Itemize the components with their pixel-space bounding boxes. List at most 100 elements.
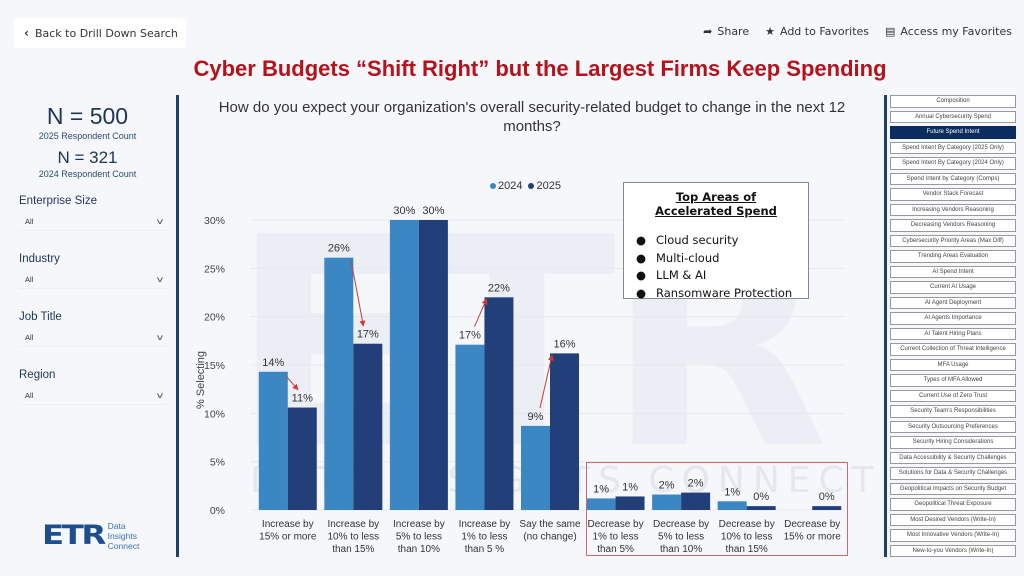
- data-label-2024: 9%: [528, 411, 544, 423]
- chevron-down-icon: ∨: [155, 391, 165, 400]
- legend-item-2024[interactable]: 2024: [490, 180, 522, 192]
- bar-2025: [418, 220, 448, 510]
- filter-label: Industry: [19, 253, 60, 265]
- legend-label: 2024: [498, 180, 523, 192]
- respondent-count-2025: N = 500: [46, 103, 129, 129]
- nav-item-security-outsourcing-preferences[interactable]: Security Outsourcing Preferences: [890, 420, 1016, 433]
- nav-item-ai-agent-deployment[interactable]: AI Agent Deployment: [890, 296, 1016, 309]
- y-tick-label: 0%: [210, 505, 225, 517]
- chevron-down-icon: ∨: [155, 333, 165, 342]
- nav-item-annual-cybersecurity-spend[interactable]: Annual Cybersecurity Spend: [890, 110, 1016, 123]
- nav-item-spend-intent-by-category-2025-only[interactable]: Spend Intent By Category (2025 Only): [890, 141, 1016, 154]
- x-tick-label: than 5%: [597, 544, 634, 555]
- filter-enterprise-size: Enterprise Size All ∨: [19, 195, 167, 231]
- x-tick-label: 10% to less: [721, 532, 773, 543]
- nav-item-spend-intent-by-category-2024-only[interactable]: Spend Intent By Category (2024 Only): [890, 157, 1016, 170]
- respondent-count-2025-label: 2025 Respondent Count: [38, 131, 137, 141]
- y-tick-label: 30%: [204, 215, 225, 227]
- callout-item-text: Multi-cloud: [656, 250, 720, 265]
- bar-2024: [324, 257, 354, 510]
- nav-item-increasing-vendors-reasoning[interactable]: Increasing Vendors Reasoning: [890, 203, 1016, 216]
- tagline-line: Connect: [107, 540, 140, 551]
- chevron-down-icon: ∨: [155, 217, 165, 226]
- bar-2025: [746, 506, 776, 510]
- bar-2024: [521, 425, 550, 510]
- data-label-2024: 14%: [262, 357, 284, 369]
- y-tick-label: 15%: [204, 360, 225, 372]
- x-tick-label: 1% to less: [461, 532, 507, 543]
- job-title-dropdown[interactable]: All ∨: [19, 329, 167, 347]
- x-tick-label: than 10%: [398, 544, 440, 555]
- callout-item-text: Ransomware Protection: [656, 285, 793, 300]
- nav-item-current-ai-usage[interactable]: Current AI Usage: [890, 281, 1016, 294]
- nav-item-solutions-for-data-security-challenges[interactable]: Solutions for Data & Security Challenges: [890, 467, 1016, 480]
- filter-region: Region All ∨: [19, 369, 167, 405]
- legend-item-2025[interactable]: 2025: [528, 180, 561, 192]
- nav-item-future-spend-intent[interactable]: Future Spend Intent: [890, 126, 1016, 139]
- x-tick-label: 1% to less: [592, 532, 638, 543]
- legend-dot-icon: [528, 183, 535, 190]
- data-label-2025: 0%: [819, 491, 835, 503]
- page-title: Cyber Budgets “Shift Right” but the Larg…: [193, 56, 887, 81]
- bar-2025: [615, 496, 645, 510]
- share-button[interactable]: ➦ Share: [703, 25, 749, 38]
- nav-item-ai-talent-hiring-plans[interactable]: AI Talent Hiring Plans: [890, 327, 1016, 340]
- x-tick-label: 15% or more: [259, 532, 317, 543]
- nav-item-mfa-usage[interactable]: MFA Usage: [890, 358, 1016, 371]
- filter-panel: N = 500 2025 Respondent Count N = 321 20…: [0, 95, 175, 405]
- respondent-count-2024: N = 321: [57, 148, 118, 167]
- bar-2025: [484, 297, 514, 510]
- nav-item-decreasing-vendors-reasoning[interactable]: Decreasing Vendors Reasoning: [890, 219, 1016, 232]
- nav-item-spend-intent-by-category-comps[interactable]: Spend Intent by Category (Comps): [890, 172, 1016, 185]
- nav-item-composition[interactable]: Composition: [890, 95, 1016, 108]
- nav-item-types-of-mfa-allowed[interactable]: Types of MFA Allowed: [890, 374, 1016, 387]
- data-label-2024: 1%: [724, 486, 740, 498]
- access-favorites-button[interactable]: ▤ Access my Favorites: [885, 25, 1012, 38]
- data-label-2025: 17%: [357, 329, 379, 341]
- chart-question: How do you expect your organization's ov…: [218, 99, 846, 135]
- nav-item-ai-agents-importance[interactable]: AI Agents Importance: [890, 312, 1016, 325]
- star-icon: ★: [765, 25, 775, 38]
- tagline-line: Insights: [107, 530, 137, 541]
- chevron-left-icon: ‹: [24, 26, 29, 40]
- back-to-drill-down-button[interactable]: ‹ Back to Drill Down Search: [14, 18, 186, 48]
- nav-item-geopolitical-threat-exposure[interactable]: Geopolitical Threat Exposure: [890, 498, 1016, 511]
- x-tick-label: Increase by: [327, 519, 379, 530]
- callout-item: ● Cloud security: [636, 232, 796, 250]
- industry-dropdown[interactable]: All ∨: [19, 271, 167, 289]
- region-dropdown[interactable]: All ∨: [19, 387, 167, 405]
- nav-item-cybersecurity-priority-areas-max-diff[interactable]: Cybersecurity Priority Areas (Max Diff): [890, 234, 1016, 247]
- enterprise-size-dropdown[interactable]: All ∨: [19, 213, 167, 231]
- respondent-count-2024-label: 2024 Respondent Count: [38, 169, 137, 179]
- add-to-favorites-button[interactable]: ★ Add to Favorites: [765, 25, 869, 38]
- nav-item-geopolitical-impacts-on-security-budget[interactable]: Geopolitical Impacts on Security Budget: [890, 482, 1016, 495]
- nav-item-new-to-you-vendors-write-in[interactable]: New-to-you Vendors (Write-In): [890, 544, 1016, 557]
- data-label-2025: 16%: [553, 338, 575, 350]
- add-favorites-label: Add to Favorites: [779, 25, 870, 38]
- nav-item-security-team-s-responsibilities[interactable]: Security Team's Responsibilities: [890, 405, 1016, 418]
- panel-divider: [176, 95, 179, 557]
- nav-item-current-collection-of-threat-intelligence[interactable]: Current Collection of Threat Intelligenc…: [890, 343, 1016, 356]
- nav-item-most-desired-vendors-write-in[interactable]: Most Desired Vendors (Write-In): [890, 513, 1016, 526]
- nav-item-current-use-of-zero-trust[interactable]: Current Use of Zero Trust: [890, 389, 1016, 402]
- callout-list: ● Cloud security ● Multi-cloud ● LLM & AI ●…: [636, 232, 796, 302]
- bar-2025: [550, 353, 579, 510]
- data-label-2024: 1%: [593, 483, 609, 495]
- nav-item-trending-areas-evaluation[interactable]: Trending Areas Evaluation: [890, 250, 1016, 263]
- nav-item-vendor-stack-forecast[interactable]: Vendor Stack Forecast: [890, 188, 1016, 201]
- trend-arrow: [473, 298, 488, 327]
- nav-item-ai-spend-intent[interactable]: AI Spend Intent: [890, 265, 1016, 278]
- legend-label: 2025: [536, 180, 561, 192]
- callout-item: ● Multi-cloud: [636, 250, 796, 268]
- x-tick-label: Decrease by: [719, 519, 775, 530]
- callout-item: ● Ransomware Protection: [636, 285, 796, 303]
- callout-item: ● LLM & AI: [636, 267, 796, 285]
- nav-item-security-hiring-considerations[interactable]: Security Hiring Considerations: [890, 436, 1016, 449]
- bar-2024: [389, 220, 419, 510]
- chart-legend: 2024 2025: [490, 180, 561, 192]
- nav-item-most-innovative-vendors-write-in[interactable]: Most Innovative Vendors (Write-In): [890, 529, 1016, 542]
- nav-item-data-accessibility-security-challenges[interactable]: Data Accessibility & Security Challenges: [890, 451, 1016, 464]
- logo-mark: ETR: [42, 520, 106, 551]
- data-label-2025: 30%: [422, 205, 444, 217]
- filter-job-title: Job Title All ∨: [19, 311, 167, 347]
